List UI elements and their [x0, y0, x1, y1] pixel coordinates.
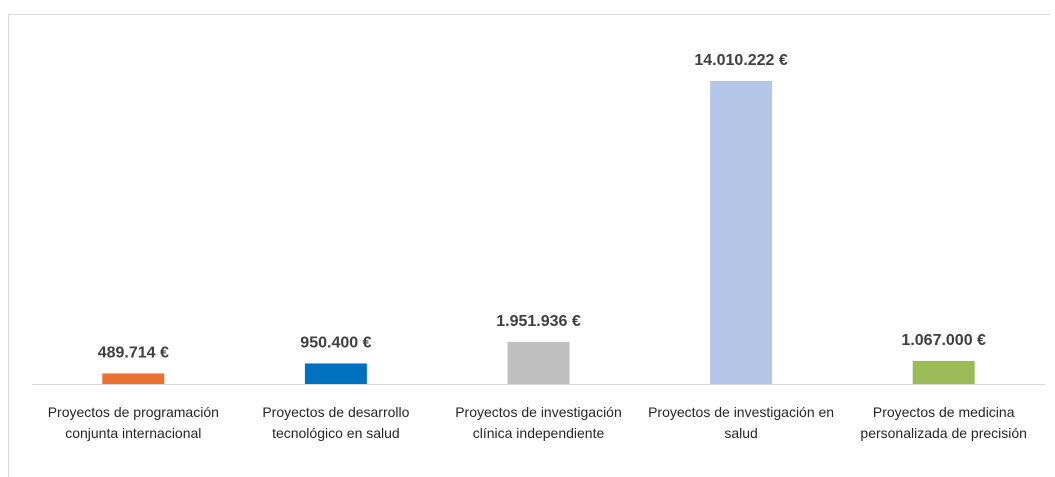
- bar: [102, 373, 165, 384]
- bar: [304, 363, 367, 384]
- category-label: Proyectos de investigación clínica indep…: [455, 404, 622, 441]
- data-label: 489.714 €: [98, 344, 169, 361]
- bar: [912, 360, 975, 384]
- category-label: Proyectos de investigación en salud: [648, 404, 835, 441]
- data-label: 14.010.222 €: [694, 52, 788, 69]
- bar: [507, 341, 570, 384]
- data-label: 1.951.936 €: [496, 313, 581, 330]
- category-label: Proyectos de desarrollo tecnológico en s…: [262, 404, 410, 441]
- category-label: Proyectos de programación conjunta inter…: [47, 404, 219, 441]
- category-label: Proyectos de medicina personalizada de p…: [860, 404, 1027, 441]
- bar: [710, 81, 773, 384]
- data-label: 1.067.000 €: [901, 332, 986, 349]
- data-label: 950.400 €: [300, 334, 371, 351]
